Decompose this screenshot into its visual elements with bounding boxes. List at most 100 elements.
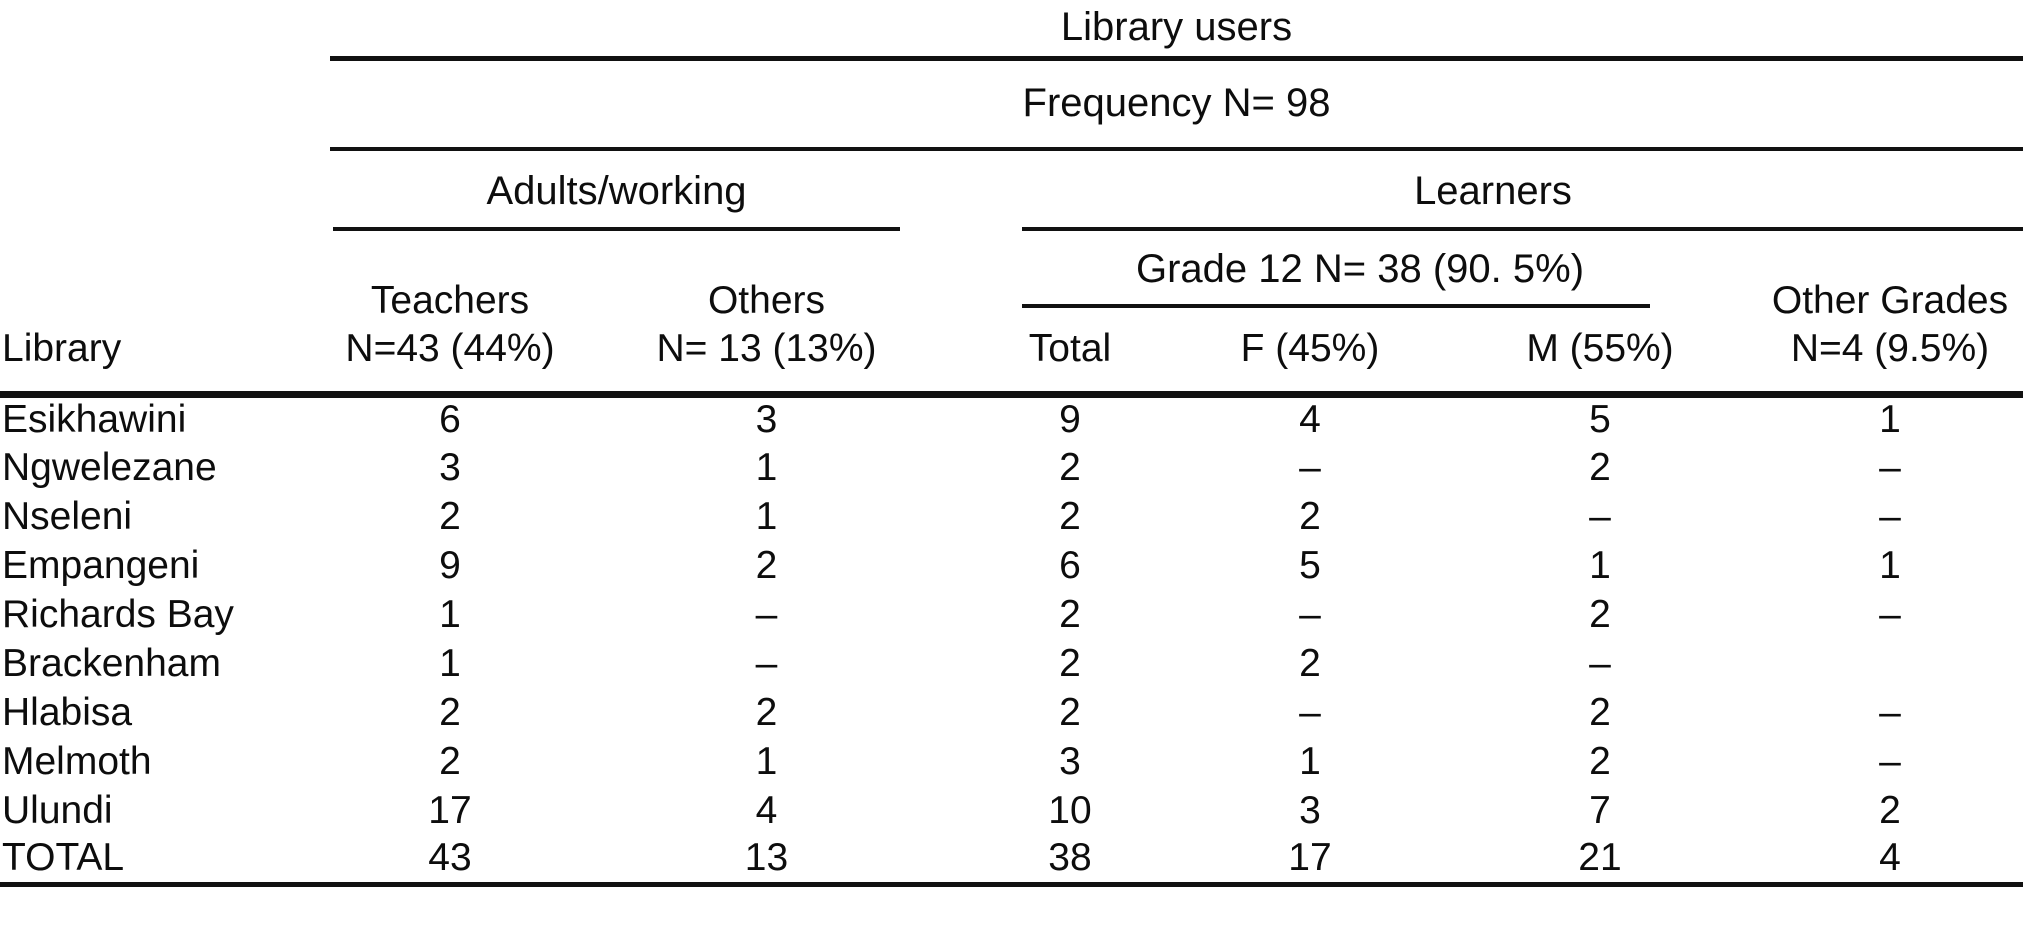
cell-f: – bbox=[1299, 690, 1321, 734]
row-label: Nseleni bbox=[2, 494, 133, 538]
table-row-ngwelezane: Ngwelezane 3 1 2 – 2 – bbox=[0, 443, 2023, 492]
table-row-richards-bay: Richards Bay 1 – 2 – 2 – bbox=[0, 590, 2023, 639]
cell-other-grades: 1 bbox=[1879, 543, 1901, 587]
cell-other-grades: – bbox=[1879, 494, 1901, 538]
cell-f: 5 bbox=[1299, 543, 1321, 587]
cell-f: – bbox=[1299, 592, 1321, 636]
library-users-table: Library users Frequency N= 98 Adults/wor… bbox=[0, 0, 2023, 887]
cell-total: 9 bbox=[963, 390, 1177, 443]
row-label: Empangeni bbox=[2, 543, 200, 587]
cell-m: – bbox=[1589, 641, 1611, 685]
table-row-hlabisa: Hlabisa 2 2 2 – 2 – bbox=[0, 688, 2023, 737]
cell-other-grades: 2 bbox=[1879, 788, 1901, 832]
row-label: Esikhawini bbox=[0, 390, 330, 443]
cell-teachers: 1 bbox=[439, 641, 461, 685]
cell-teachers: 43 bbox=[330, 835, 570, 887]
row-label: Brackenham bbox=[2, 641, 221, 685]
cell-teachers: 2 bbox=[439, 494, 461, 538]
column-header-others-line1: Others bbox=[707, 278, 826, 322]
table-row-brackenham: Brackenham 1 – 2 2 – bbox=[0, 639, 2023, 688]
cell-total: 2 bbox=[1059, 690, 1081, 734]
cell-teachers: 2 bbox=[439, 690, 461, 734]
cell-f: 4 bbox=[1177, 390, 1443, 443]
group-header-learners: Learners bbox=[963, 149, 2023, 231]
cell-f: 2 bbox=[1299, 494, 1321, 538]
column-header-library: Library bbox=[2, 326, 122, 370]
column-header-total: Total bbox=[1028, 326, 1112, 370]
column-header-other-grades-line1: Other Grades bbox=[1771, 278, 2009, 322]
row-label: Ulundi bbox=[2, 788, 113, 832]
cell-f: 3 bbox=[1299, 788, 1321, 832]
cell-m: 2 bbox=[1589, 739, 1611, 783]
cell-others: – bbox=[755, 592, 778, 636]
group-label-grade12: Grade 12 N= 38 (90. 5%) bbox=[1135, 247, 1585, 291]
cell-total: 3 bbox=[1059, 739, 1081, 783]
cell-total: 2 bbox=[1059, 494, 1081, 538]
cell-total: 6 bbox=[1059, 543, 1081, 587]
row-label: TOTAL bbox=[0, 835, 330, 887]
cell-others: 1 bbox=[755, 739, 778, 783]
cell-teachers: 9 bbox=[439, 543, 461, 587]
cell-others: 2 bbox=[755, 690, 778, 734]
cell-other-grades bbox=[1757, 639, 2023, 688]
row-label: Richards Bay bbox=[2, 592, 234, 636]
group-label-adults-working: Adults/working bbox=[486, 169, 747, 213]
column-header-teachers-line2: N=43 (44%) bbox=[345, 326, 555, 370]
cell-m: 2 bbox=[1589, 592, 1611, 636]
cell-total: 38 bbox=[963, 835, 1177, 887]
cell-other-grades: – bbox=[1879, 445, 1901, 489]
cell-teachers: 2 bbox=[439, 739, 461, 783]
cell-total: 2 bbox=[1059, 641, 1081, 685]
column-header-f: F (45%) bbox=[1240, 326, 1380, 370]
cell-f: 17 bbox=[1177, 835, 1443, 887]
table-row-total: TOTAL 43 13 38 17 21 4 bbox=[0, 835, 2023, 887]
cell-other-grades: – bbox=[1879, 592, 1901, 636]
cell-other-grades: – bbox=[1879, 690, 1901, 734]
column-header-other-grades-line2: N=4 (9.5%) bbox=[1790, 326, 1990, 370]
cell-others: – bbox=[755, 641, 778, 685]
row-label: Hlabisa bbox=[2, 690, 133, 734]
row-label: Ngwelezane bbox=[2, 445, 217, 489]
row-label: Melmoth bbox=[2, 739, 152, 783]
table-row-nseleni: Nseleni 2 1 2 2 – – bbox=[0, 492, 2023, 541]
group-label-learners: Learners bbox=[1414, 169, 1572, 213]
cell-other-grades: – bbox=[1879, 739, 1901, 783]
cell-f: 1 bbox=[1299, 739, 1321, 783]
table-row-ulundi: Ulundi 17 4 10 3 7 2 bbox=[0, 786, 2023, 835]
cell-total: 10 bbox=[1048, 788, 1092, 832]
cell-total: 2 bbox=[1059, 592, 1081, 636]
cell-teachers: 6 bbox=[330, 390, 570, 443]
cell-teachers: 17 bbox=[428, 788, 472, 832]
cell-f: – bbox=[1299, 445, 1321, 489]
column-header-m: M (55%) bbox=[1526, 326, 1674, 370]
cell-total: 2 bbox=[1059, 445, 1081, 489]
cell-m: 5 bbox=[1443, 390, 1757, 443]
table-row-empangeni: Empangeni 9 2 6 5 1 1 bbox=[0, 541, 2023, 590]
cell-teachers: 3 bbox=[439, 445, 461, 489]
cell-m: – bbox=[1589, 494, 1611, 538]
cell-m: 7 bbox=[1589, 788, 1611, 832]
group-header-grade12: Grade 12 N= 38 (90. 5%) bbox=[963, 231, 1757, 308]
rule-under-learners bbox=[1022, 227, 2023, 231]
cell-others: 2 bbox=[755, 543, 778, 587]
group-header-adults-working: Adults/working bbox=[330, 149, 963, 231]
table-row-esikhawini: Esikhawini 6 3 9 4 5 1 bbox=[0, 390, 2023, 443]
stub-spacer bbox=[0, 0, 330, 58]
cell-others: 4 bbox=[755, 788, 778, 832]
cell-m: 2 bbox=[1589, 445, 1611, 489]
cell-f: 2 bbox=[1299, 641, 1321, 685]
cell-others: 1 bbox=[755, 445, 778, 489]
column-header-others: Others N= 13 (13%) bbox=[570, 231, 963, 394]
column-header-teachers-line1: Teachers bbox=[370, 278, 530, 322]
cell-other-grades: 1 bbox=[1757, 390, 2023, 443]
stub-spacer bbox=[0, 149, 330, 231]
cell-m: 21 bbox=[1443, 835, 1757, 887]
rule-under-grade12 bbox=[1022, 304, 1650, 308]
cell-others: 3 bbox=[570, 390, 963, 443]
column-header-teachers: Teachers N=43 (44%) bbox=[330, 231, 570, 394]
column-header-other-grades: Other Grades N=4 (9.5%) bbox=[1757, 231, 2023, 394]
stub-spacer bbox=[0, 58, 330, 149]
column-header-others-line2: N= 13 (13%) bbox=[656, 326, 877, 370]
cell-m: 2 bbox=[1589, 690, 1611, 734]
frequency-header: Frequency N= 98 bbox=[330, 58, 2023, 151]
